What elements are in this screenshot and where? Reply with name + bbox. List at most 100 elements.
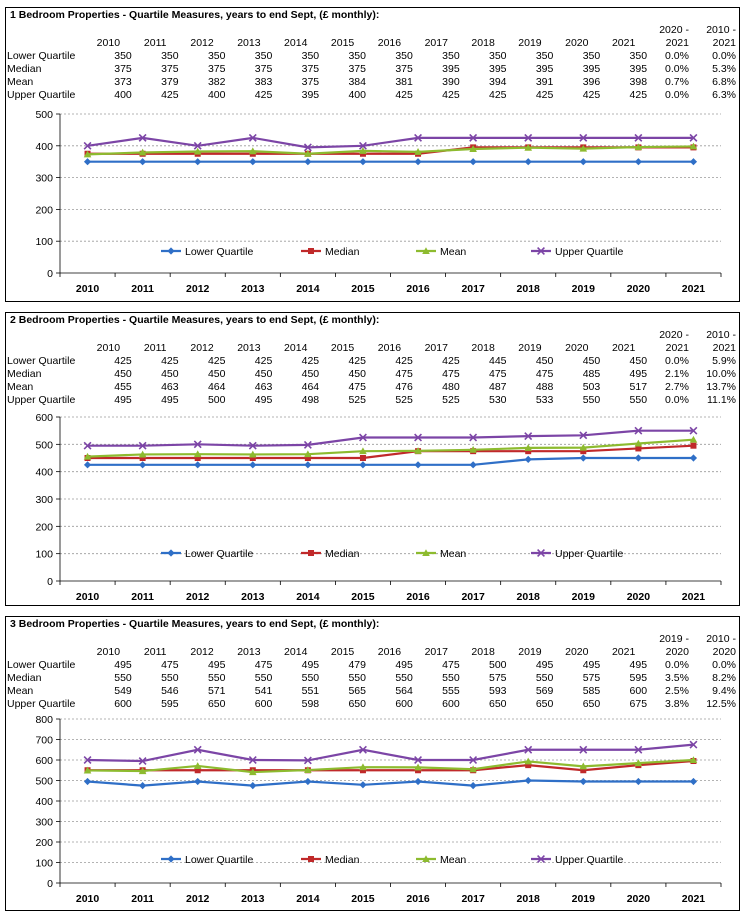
value-cell: 425: [395, 355, 413, 367]
data-point: [469, 158, 477, 166]
table-cell-empty: [272, 24, 319, 37]
value-cell: 525: [442, 394, 460, 406]
x-tick-label: 2021: [682, 283, 706, 295]
data-point: [469, 133, 478, 142]
data-point: [358, 433, 367, 442]
data-point: [359, 455, 366, 461]
data-point: [634, 759, 643, 767]
data-point: [249, 455, 256, 461]
x-tick-label: 2011: [131, 283, 154, 295]
value-cell: 394: [489, 76, 507, 88]
value-cell: 475: [395, 368, 413, 380]
data-point: [634, 143, 643, 151]
row-label: Mean: [7, 381, 34, 393]
value-cell: 475: [254, 659, 273, 671]
data-point: [524, 444, 533, 451]
y-tick-label: 0: [47, 268, 53, 280]
data-point: [524, 455, 532, 463]
value-cell: 350: [207, 50, 226, 62]
x-tick-label: 2014: [296, 591, 320, 603]
value-cell: 350: [442, 50, 460, 62]
data-point: [689, 740, 698, 749]
y-tick-label: 700: [35, 735, 53, 747]
value-cell: 375: [301, 63, 320, 75]
value-cell: 350: [582, 50, 601, 62]
data-point: [248, 441, 257, 450]
value-cell: 533: [535, 394, 554, 406]
year-header: 2021: [611, 646, 636, 658]
y-tick-label: 500: [35, 776, 53, 788]
line-chart: 0 100 200 300 400 500 2010 2011 2012 2013 2014 2015…: [35, 109, 722, 295]
table-cell-empty: [553, 329, 600, 342]
data-point: [689, 158, 698, 166]
value-cell: 375: [207, 63, 226, 75]
chart-title: 1 Bedroom Properties - Quartile Measures…: [10, 9, 380, 21]
data-point: [138, 450, 147, 458]
data-point: [304, 455, 311, 461]
legend-item: Median: [301, 854, 360, 866]
value-cell: 425: [442, 355, 460, 367]
data-point: [634, 158, 642, 166]
value-cell: 395: [301, 89, 320, 101]
table-cell-empty: [272, 633, 319, 646]
value-cell: 569: [535, 685, 554, 697]
data-point: [579, 443, 588, 451]
value-cell: 382: [207, 76, 226, 88]
y-tick-label: 200: [35, 521, 53, 533]
data-point: [358, 745, 367, 754]
value-cell: 495: [207, 659, 226, 671]
data-point: [359, 447, 367, 455]
data-point: [193, 745, 202, 754]
data-point: [83, 756, 92, 764]
year-header: 2018: [471, 342, 495, 354]
data-point: [248, 756, 257, 764]
x-tick-label: 2012: [186, 283, 210, 295]
value-cell: 463: [161, 381, 179, 393]
legend-item: Lower Quartile: [161, 548, 253, 560]
quartile-table: 2020 - 2010 - 2010 2011 2012 2013 2014 2015 2016…: [7, 24, 739, 102]
value-cell: 600: [442, 698, 460, 710]
table-cell-empty: [600, 633, 647, 646]
data-point: [303, 440, 312, 449]
value-cell: 550: [161, 672, 179, 684]
value-cell: 675: [629, 698, 648, 710]
table-cell-empty: [600, 329, 647, 342]
value-cell: 550: [114, 672, 132, 684]
table-cell-empty: [7, 329, 85, 342]
table-cell-empty: [460, 633, 507, 646]
series-line: [87, 438, 694, 458]
data-point: [193, 762, 202, 769]
x-tick-label: 2021: [682, 591, 706, 603]
year-header: 2021: [611, 37, 636, 49]
x-tick-label: 2018: [517, 591, 541, 603]
data-point: [139, 461, 147, 469]
legend-item: Median: [301, 246, 360, 258]
chart-panel-1-bedroom: 1 Bedroom Properties - Quartile Measures…: [5, 7, 740, 302]
data-point: [525, 762, 532, 769]
legend-marker: [308, 248, 314, 254]
chart-title: 2 Bedroom Properties - Quartile Measures…: [10, 314, 380, 326]
value-cell: 575: [582, 672, 601, 684]
series-mean: [83, 435, 698, 460]
data-point: [248, 450, 257, 458]
y-tick-label: 100: [35, 236, 53, 248]
value-cell: 425: [582, 89, 601, 101]
value-cell: 450: [348, 368, 366, 380]
value-cell: 525: [395, 394, 413, 406]
year-header: 2020: [565, 37, 589, 49]
data-point: [193, 141, 202, 150]
y-tick-label: 300: [35, 494, 53, 506]
change-header: 2021: [665, 37, 689, 49]
value-cell: 500: [207, 394, 226, 406]
y-tick-label: 300: [35, 173, 53, 185]
value-cell: 565: [348, 685, 366, 697]
data-point: [359, 158, 367, 166]
series-line: [87, 743, 694, 763]
data-point: [469, 433, 478, 442]
data-point: [249, 461, 257, 469]
value-cell: 425: [489, 89, 507, 101]
legend-marker: [422, 247, 430, 254]
data-point: [194, 461, 202, 469]
change-cell: 0.0%: [712, 50, 736, 62]
table-cell-empty: [7, 37, 85, 50]
